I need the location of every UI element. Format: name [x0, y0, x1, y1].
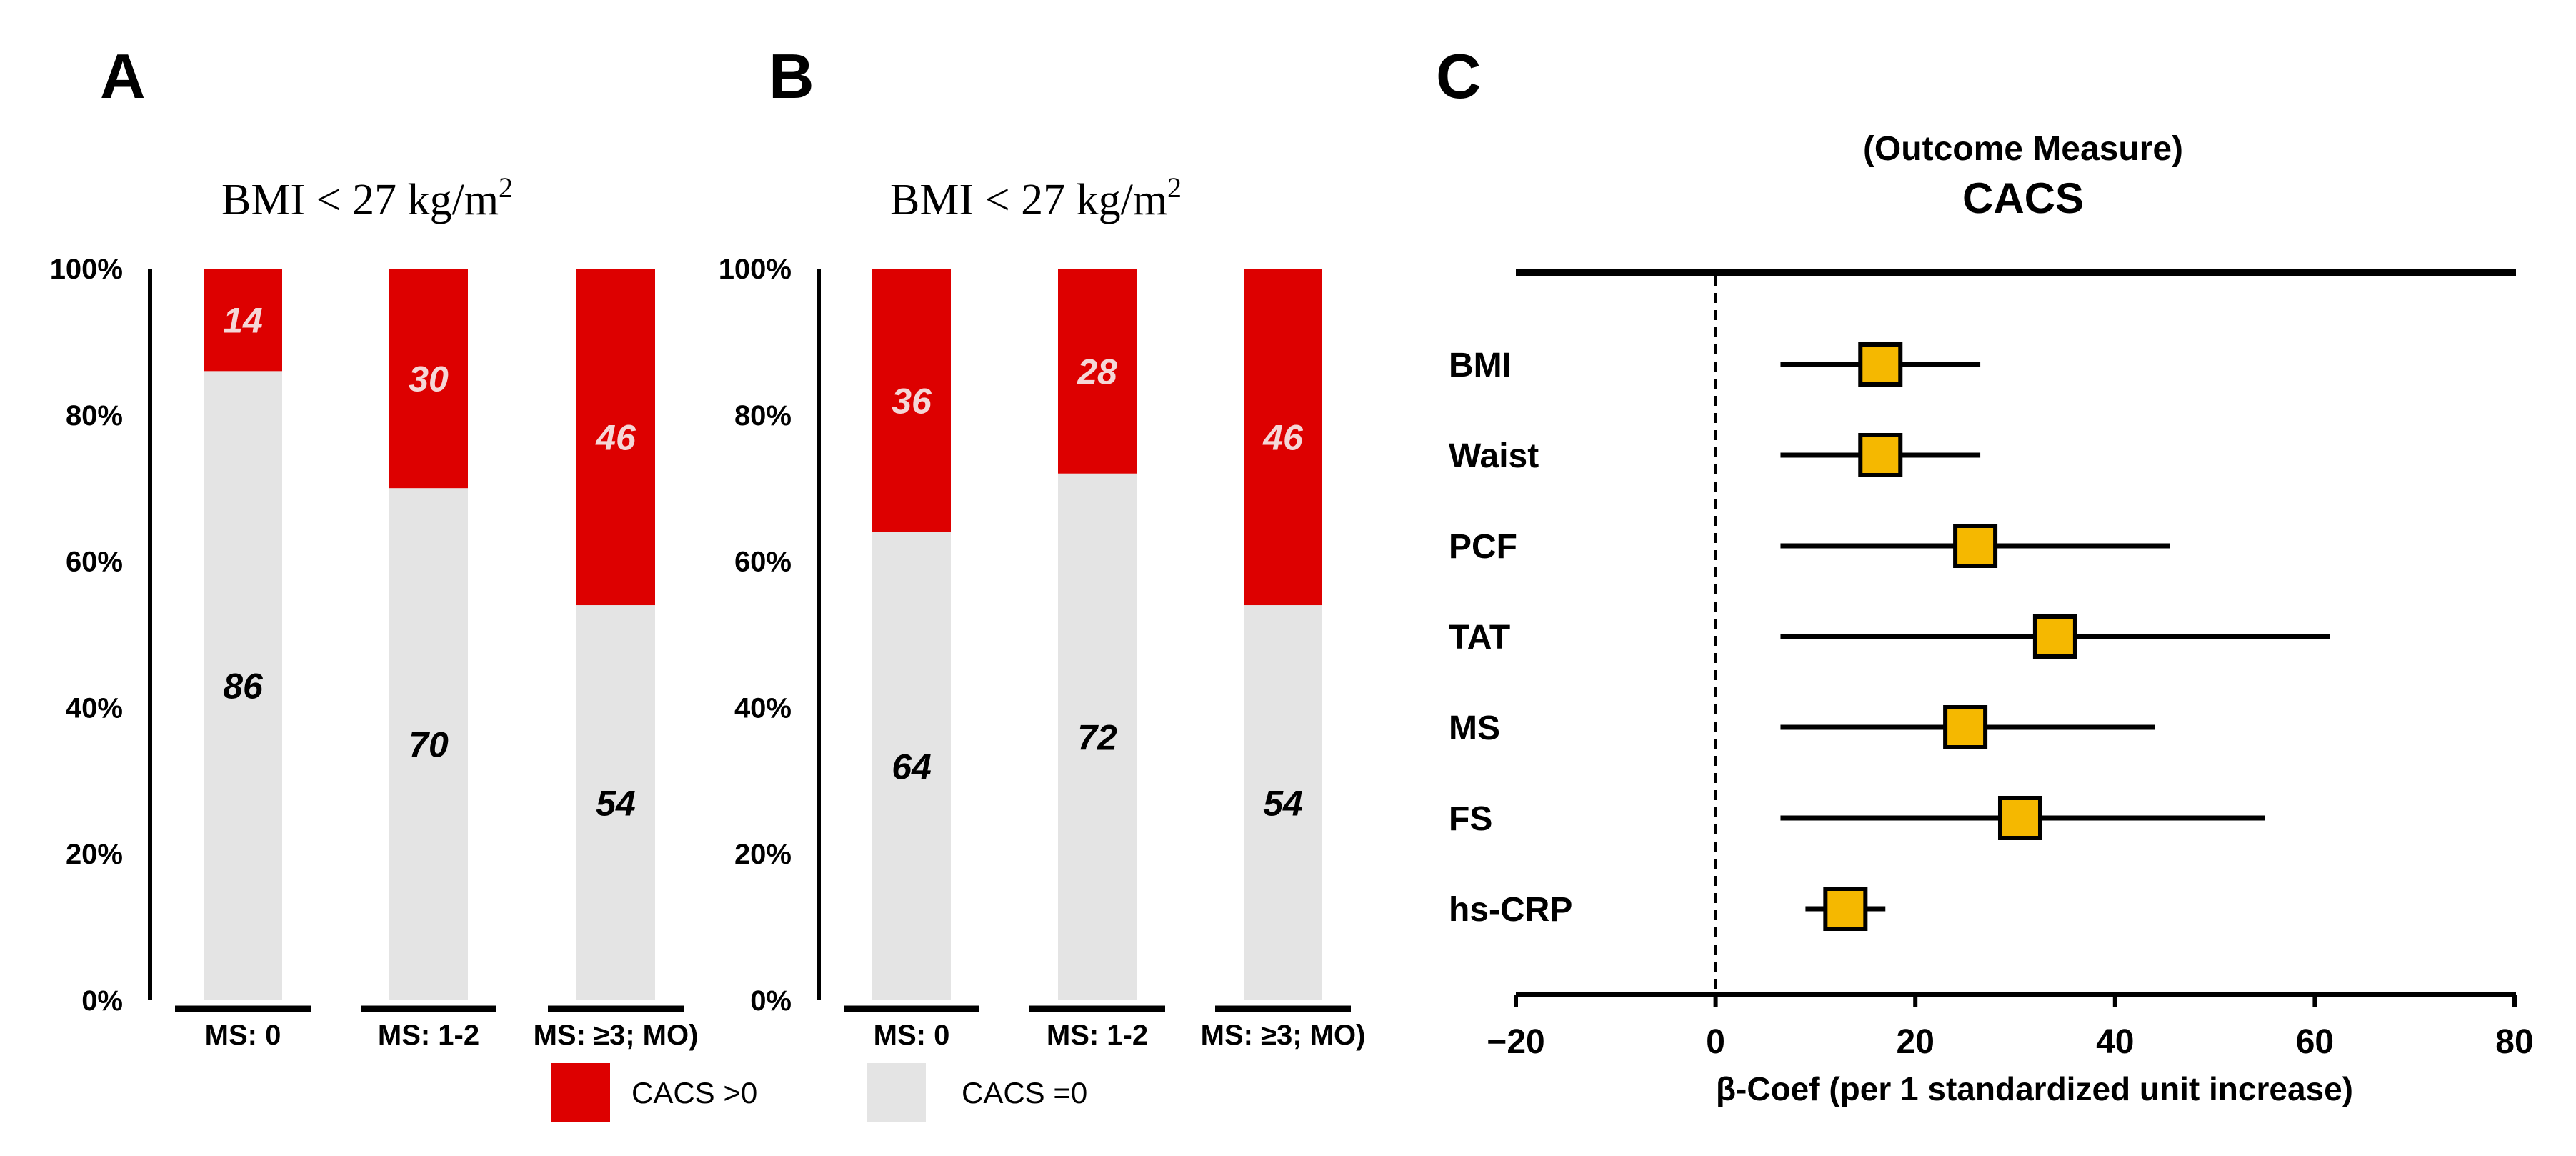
panel-a-x-category-label: MS: ≥3; MO) [534, 1020, 699, 1051]
forest-x-tick-label: 0 [1706, 1023, 1725, 1061]
panel-b-x-category-label: MS: ≥3; MO) [1201, 1020, 1366, 1051]
forest-row-label: MS [1449, 709, 1500, 747]
forest-x-tick-label: 40 [2096, 1023, 2134, 1061]
legend-label-cacs-zero: CACS =0 [962, 1076, 1087, 1110]
forest-title-small: (Outcome Measure) [1863, 130, 2183, 168]
panel-b-bar-value-label: 46 [1262, 418, 1304, 458]
forest-row-label: TAT [1449, 619, 1510, 657]
panel-b-bar-segment [872, 532, 951, 1000]
legend-swatch-cacs-positive [551, 1063, 610, 1122]
panel-b-bar-value-label: 28 [1077, 352, 1117, 392]
panel-a-y-tick-label: 60% [66, 547, 123, 578]
panel-a: A BMI < 27 kg/m2 0% 20% 40% 60% 80% 100% 86 14 M… [50, 41, 699, 1051]
panel-a-x-category-label: MS: 1-2 [378, 1020, 479, 1051]
panel-a-bar-segment [389, 488, 468, 1000]
panel-b-y-tick-label: 40% [734, 692, 792, 724]
forest-x-tick-label: 80 [2495, 1023, 2533, 1061]
legend-swatch-cacs-zero [867, 1063, 926, 1122]
panel-b-subtitle: BMI < 27 kg/m2 [890, 171, 1182, 224]
panel-a-bar-value-label: 54 [596, 784, 636, 824]
panel-b-bar-value-label: 72 [1077, 717, 1117, 757]
forest-row-label: PCF [1449, 528, 1517, 566]
panel-b-y-tick-label: 0% [750, 985, 792, 1017]
forest-point-estimate [1858, 433, 1903, 477]
forest-row-label: FS [1449, 800, 1492, 838]
panel-a-y-tick-label: 100% [50, 254, 123, 285]
forest-point-estimate [1823, 887, 1868, 931]
panel-a-bar-segment [204, 269, 282, 372]
forest-title: CACS [1962, 174, 2084, 222]
panel-c-forest-plot: −20 0 20 40 60 80 BMI Waist PCF TAT MS FS hs-CRP [1449, 269, 2534, 1061]
panel-a-bar-chart: 0% 20% 40% 60% 80% 100% 86 14 MS: 0 70 30 MS: 1-2 54… [50, 254, 699, 1051]
legend: CACS >0 CACS =0 [551, 1063, 1087, 1122]
panel-b: B BMI < 27 kg/m2 0% 20% 40% 60% 80% 100% 64 36 M… [719, 41, 1366, 1051]
panel-b-y-tick-label: 100% [719, 254, 792, 285]
panel-b-bar-segment [1244, 269, 1322, 606]
panel-letter-c: C [1436, 41, 1482, 111]
panel-b-bar-segment [1244, 605, 1322, 1000]
panel-a-bar-segment [204, 371, 282, 1000]
panel-a-subtitle: BMI < 27 kg/m2 [221, 171, 513, 224]
panel-b-bar-chart: 0% 20% 40% 60% 80% 100% 64 36 MS: 0 72 28 MS: 1-2 54… [719, 254, 1366, 1051]
panel-a-x-category-label: MS: 0 [205, 1020, 281, 1051]
panel-b-bar-segment [1058, 269, 1137, 474]
panel-b-bar-value-label: 54 [1263, 784, 1303, 824]
forest-x-axis-label: β-Coef (per 1 standardized unit increase… [1716, 1070, 2353, 1107]
panel-letter-b: B [769, 41, 814, 111]
panel-b-x-category-label: MS: 0 [874, 1020, 950, 1051]
panel-a-y-tick-label: 80% [66, 400, 123, 432]
forest-row-label: Waist [1449, 437, 1539, 475]
panel-letter-a: A [100, 41, 146, 111]
forest-row-label: hs-CRP [1449, 891, 1572, 929]
panel-a-bar-segment [576, 605, 655, 1000]
legend-label-cacs-positive: CACS >0 [631, 1076, 757, 1110]
panel-b-y-tick-label: 20% [734, 839, 792, 870]
forest-point-estimate [1943, 705, 1988, 749]
panel-a-bar-segment [576, 269, 655, 606]
panel-a-bar-segment [389, 269, 468, 489]
panel-b-bar-value-label: 36 [892, 381, 932, 421]
forest-row-label: BMI [1449, 347, 1512, 384]
panel-a-bar-value-label: 46 [595, 418, 636, 458]
panel-a-bar-value-label: 86 [223, 667, 264, 707]
forest-point-estimate [2032, 614, 2077, 659]
forest-point-estimate [1997, 796, 2042, 840]
forest-x-tick-label: −20 [1487, 1023, 1544, 1061]
forest-x-tick-label: 20 [1897, 1023, 1935, 1061]
forest-point-estimate [1858, 342, 1903, 387]
forest-x-tick-label: 60 [2296, 1023, 2334, 1061]
panel-a-bar-value-label: 30 [409, 359, 449, 399]
panel-b-y-tick-label: 80% [734, 400, 792, 432]
panel-b-x-category-label: MS: 1-2 [1047, 1020, 1148, 1051]
panel-b-bar-segment [1058, 473, 1137, 1000]
panel-a-y-tick-label: 20% [66, 839, 123, 870]
panel-b-bar-segment [872, 269, 951, 532]
forest-point-estimate [1953, 524, 1998, 568]
panel-a-y-tick-label: 0% [81, 985, 123, 1017]
panel-c: C (Outcome Measure) CACS −20 0 20 40 60 80 BMI… [1436, 41, 2534, 1107]
panel-a-bar-value-label: 14 [223, 301, 263, 341]
panel-b-bar-value-label: 64 [892, 747, 932, 787]
panel-a-y-tick-label: 40% [66, 692, 123, 724]
panel-b-y-tick-label: 60% [734, 547, 792, 578]
panel-a-bar-value-label: 70 [409, 725, 449, 765]
